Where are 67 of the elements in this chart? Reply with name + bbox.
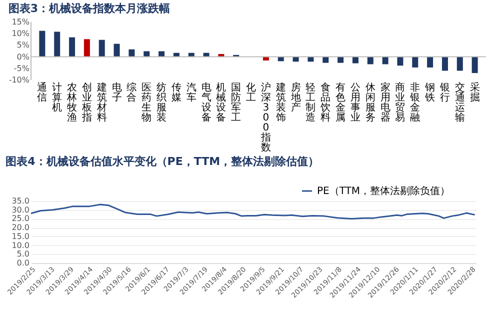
y-tick-label: 0.0	[16, 258, 30, 268]
x-tick-label: 沪深300指数	[260, 82, 271, 154]
x-tick-label: 非银金融	[409, 82, 420, 124]
x-tick-label: 纺织服装	[156, 82, 167, 124]
x-tick-label: 家用电器	[380, 82, 390, 124]
bar	[69, 37, 76, 57]
x-tick-label: 房地产	[290, 82, 301, 114]
bar	[427, 56, 434, 68]
x-tick-label: 综合	[126, 82, 137, 104]
bar	[144, 51, 150, 57]
x-tick-label: 化工	[246, 82, 256, 104]
x-tick-label: 银行	[438, 82, 450, 104]
bar	[338, 56, 344, 63]
x-tick-label: 传媒	[171, 82, 182, 104]
bar	[158, 51, 165, 57]
x-tick-label: 食品饮料	[320, 82, 331, 124]
y-tick-label: 10.0	[12, 240, 30, 250]
legend-label: PE（TTM，整体法剔除负值）	[317, 185, 450, 197]
bar	[39, 30, 46, 57]
bar	[54, 32, 60, 57]
bar	[352, 56, 358, 64]
x-tick-label: 交通运输	[454, 82, 465, 124]
bar	[412, 56, 418, 68]
bar	[84, 39, 90, 57]
y-tick-label: 5.0	[16, 250, 30, 259]
x-tick-label: 国防军工	[231, 82, 242, 124]
y-tick-label: -5%	[14, 64, 30, 73]
x-tick-label: 农林牧渔	[66, 82, 78, 124]
bar	[114, 44, 120, 57]
x-tick-label: 休闲服务	[365, 82, 376, 124]
bar	[472, 56, 478, 74]
bar	[98, 40, 105, 57]
bar	[456, 56, 463, 71]
x-tick-label: 采掘	[470, 82, 480, 104]
y-tick-label: 20.0	[12, 223, 30, 232]
x-tick-label: 建筑材料	[96, 82, 107, 124]
y-tick-label: 30.0	[12, 205, 30, 214]
y-tick-label: 15%	[12, 18, 30, 26]
line-series	[30, 204, 476, 220]
x-tick-label: 汽车	[186, 82, 196, 104]
x-tick-label: 钢铁	[424, 82, 436, 104]
x-tick-label: 有色金属	[336, 82, 346, 124]
y-tick-label: 15.0	[12, 232, 30, 241]
y-tick-label: 5%	[16, 40, 30, 50]
x-tick-label: 电子	[112, 82, 122, 104]
chart-title: 图表4：机械设备估值水平变化（PE，TTM，整体法剔除估值）	[6, 155, 320, 168]
x-tick-label: 通信	[37, 82, 48, 104]
x-tick-label: 医药生物	[142, 82, 152, 124]
bar	[442, 56, 448, 71]
chart-title: 图表3：机械设备指数本月涨跌幅	[8, 2, 170, 15]
bar	[128, 49, 135, 57]
y-tick-label: -10%	[8, 76, 30, 84]
x-tick-label: 建筑装饰	[274, 82, 286, 124]
bar	[397, 56, 404, 66]
x-tick-label: 电气设备	[201, 82, 212, 124]
y-tick-label: 35.0	[12, 196, 30, 206]
x-tick-label: 计算机	[52, 82, 62, 114]
x-tick-label: 公用事业	[350, 82, 360, 124]
y-tick-label: 10%	[12, 29, 30, 38]
bar	[218, 54, 224, 57]
x-tick-label: 创业板指	[80, 82, 92, 124]
x-tick-label: 机械设备	[216, 82, 226, 124]
bar	[322, 56, 329, 63]
y-tick-label: 0%	[16, 52, 30, 62]
x-tick-label: 商业贸易	[395, 82, 406, 124]
x-tick-label: 轻工制造	[306, 82, 316, 124]
y-tick-label: 25.0	[12, 214, 30, 224]
